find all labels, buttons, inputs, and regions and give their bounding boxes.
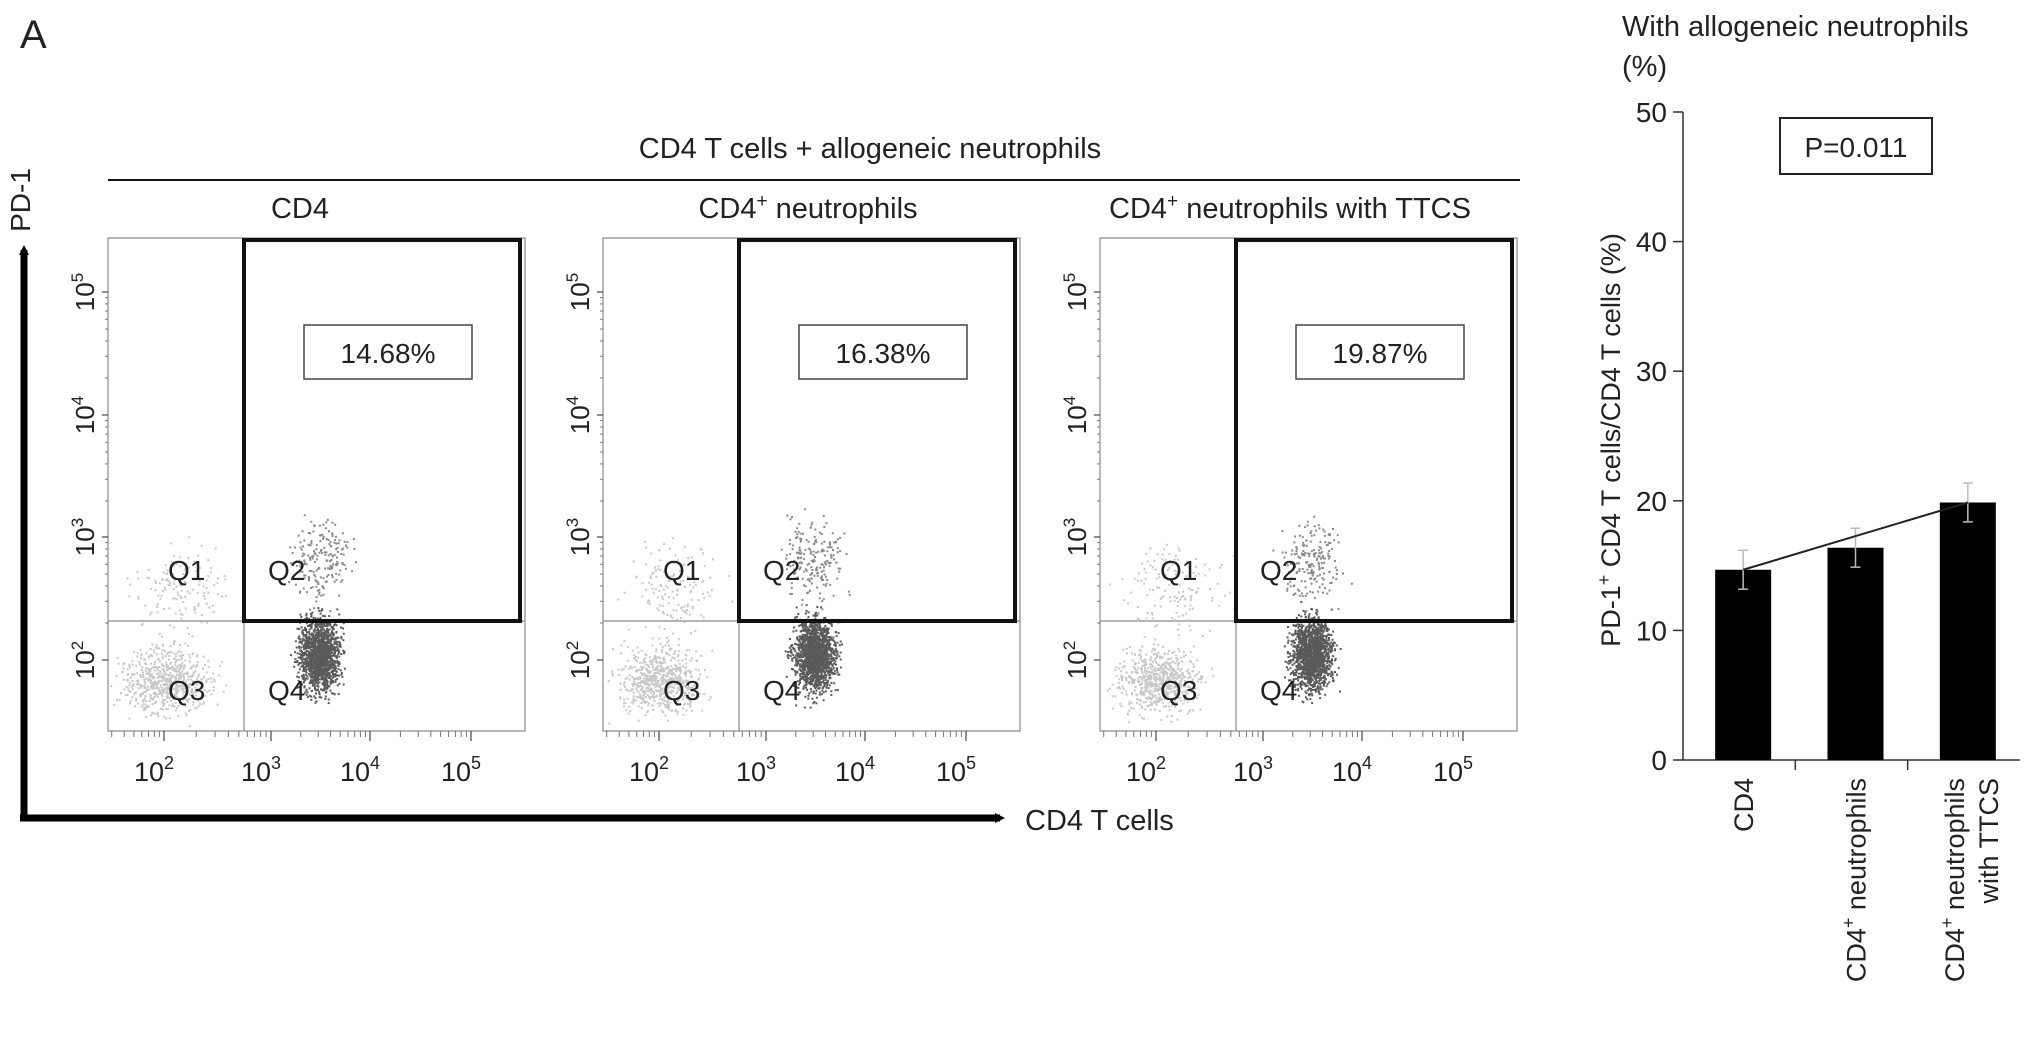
bar [1715,569,1772,760]
q2-gate [1234,238,1514,623]
error-bar [1850,527,1861,568]
flow-plot-cd4-neutrophils-ttcs: 19.87% Q1 Q2 Q3 Q4 CD4+ neutrophils with TTCS… [1060,191,1518,787]
percent-value: 16.38% [836,338,931,369]
x-tick-label: 103 [1233,753,1273,787]
x-tick-label: 104 [1332,753,1372,787]
bar-category-label: CD4+ neutrophils [1937,778,1970,982]
flow-plot-cd4: 14.68% Q1 Q2 Q3 Q4 CD4 105 104 103 102 102 103 104 10… [68,193,526,787]
percent-value: 19.87% [1333,338,1428,369]
quadrant-label: Q2 [268,555,305,586]
quadrant-label: Q2 [763,555,800,586]
flow-plot-cd4-neutrophils: 16.38% Q1 Q2 Q3 Q4 CD4+ neutrophils 105 104 103 1… [563,191,1021,787]
y-axis-label: PD-1 [5,168,36,232]
bar-category-label: CD4+ neutrophils [1839,778,1872,982]
x-tick-label: 103 [736,753,776,787]
p-value: P=0.011 [1804,132,1907,163]
quadrant-label: Q4 [1260,675,1297,706]
quadrant-label: Q1 [168,555,205,586]
y-tick-label: 103 [563,518,595,556]
p-value-box [1779,117,1933,175]
trend-line [1742,501,1969,571]
quadrant-label: Q2 [1260,555,1297,586]
bar-y-tick-label: 50 [1636,97,1667,128]
quadrant-label: Q3 [168,675,205,706]
q2-gate [737,238,1017,623]
percent-value: 14.68% [341,338,436,369]
bar-y-tick-label: 30 [1636,356,1667,387]
bar-top-title-line2: (%) [1622,51,1667,83]
quadrant-label: Q1 [1160,555,1197,586]
x-axis-label: CD4 T cells [1025,805,1174,837]
quadrant-label: Q4 [763,675,800,706]
plot-title: CD4+ neutrophils [698,191,917,225]
y-tick-label: 104 [68,396,100,434]
x-tick-label: 104 [340,753,380,787]
bar-top-title-line1: With allogeneic neutrophils [1622,11,1969,43]
scatter-dots [1106,515,1353,724]
panel-letter: A [20,13,47,57]
y-tick-label: 102 [563,641,595,679]
group-header: CD4 T cells + allogeneic neutrophils [639,133,1101,165]
x-tick-label: 104 [835,753,875,787]
y-tick-label: 103 [1060,518,1092,556]
bar-y-tick-label: 20 [1636,486,1667,517]
bar-y-tick-label: 40 [1636,227,1667,258]
bar-y-tick-label: 0 [1651,745,1667,776]
y-tick-label: 102 [1060,641,1092,679]
quadrant-label: Q3 [1160,675,1197,706]
x-tick-label: 105 [441,753,481,787]
y-tick-label: 105 [563,273,595,311]
x-tick-label: 102 [134,753,174,787]
percent-box [303,324,473,380]
plot-title: CD4 [271,193,329,225]
bar-marks [1715,482,1996,760]
y-tick-label: 105 [1060,273,1092,311]
bar-category-label: CD4 [1729,778,1759,832]
percent-box [798,324,968,380]
bar [1939,502,1996,760]
x-tick-label: 105 [1433,753,1473,787]
quadrant-label: Q1 [663,555,700,586]
quadrant-label: Q3 [663,675,700,706]
bar-y-axis-label: PD-1+ CD4 T cells/CD4 T cells (%) [1594,233,1626,647]
bar [1827,547,1884,760]
x-tick-label: 102 [1126,753,1166,787]
x-tick-label: 105 [936,753,976,787]
bar-category-label-line2: with TTCS [1974,778,2004,905]
y-tick-label: 105 [68,273,100,311]
y-tick-label: 102 [68,641,100,679]
scatter-dots [607,508,851,725]
quadrant-label: Q4 [268,675,305,706]
bar-y-tick-label: 10 [1636,615,1667,646]
x-tick-label: 103 [241,753,281,787]
y-tick-label: 104 [1060,396,1092,434]
q2-gate [242,238,522,623]
plot-title: CD4+ neutrophils with TTCS [1109,191,1471,225]
y-tick-label: 103 [68,518,100,556]
bar-chart: With allogeneic neutrophils (%) PD-1+ CD… [1594,11,2020,982]
scatter-dots [110,514,357,728]
x-tick-label: 102 [629,753,669,787]
percent-box [1295,324,1465,380]
y-tick-label: 104 [563,396,595,434]
